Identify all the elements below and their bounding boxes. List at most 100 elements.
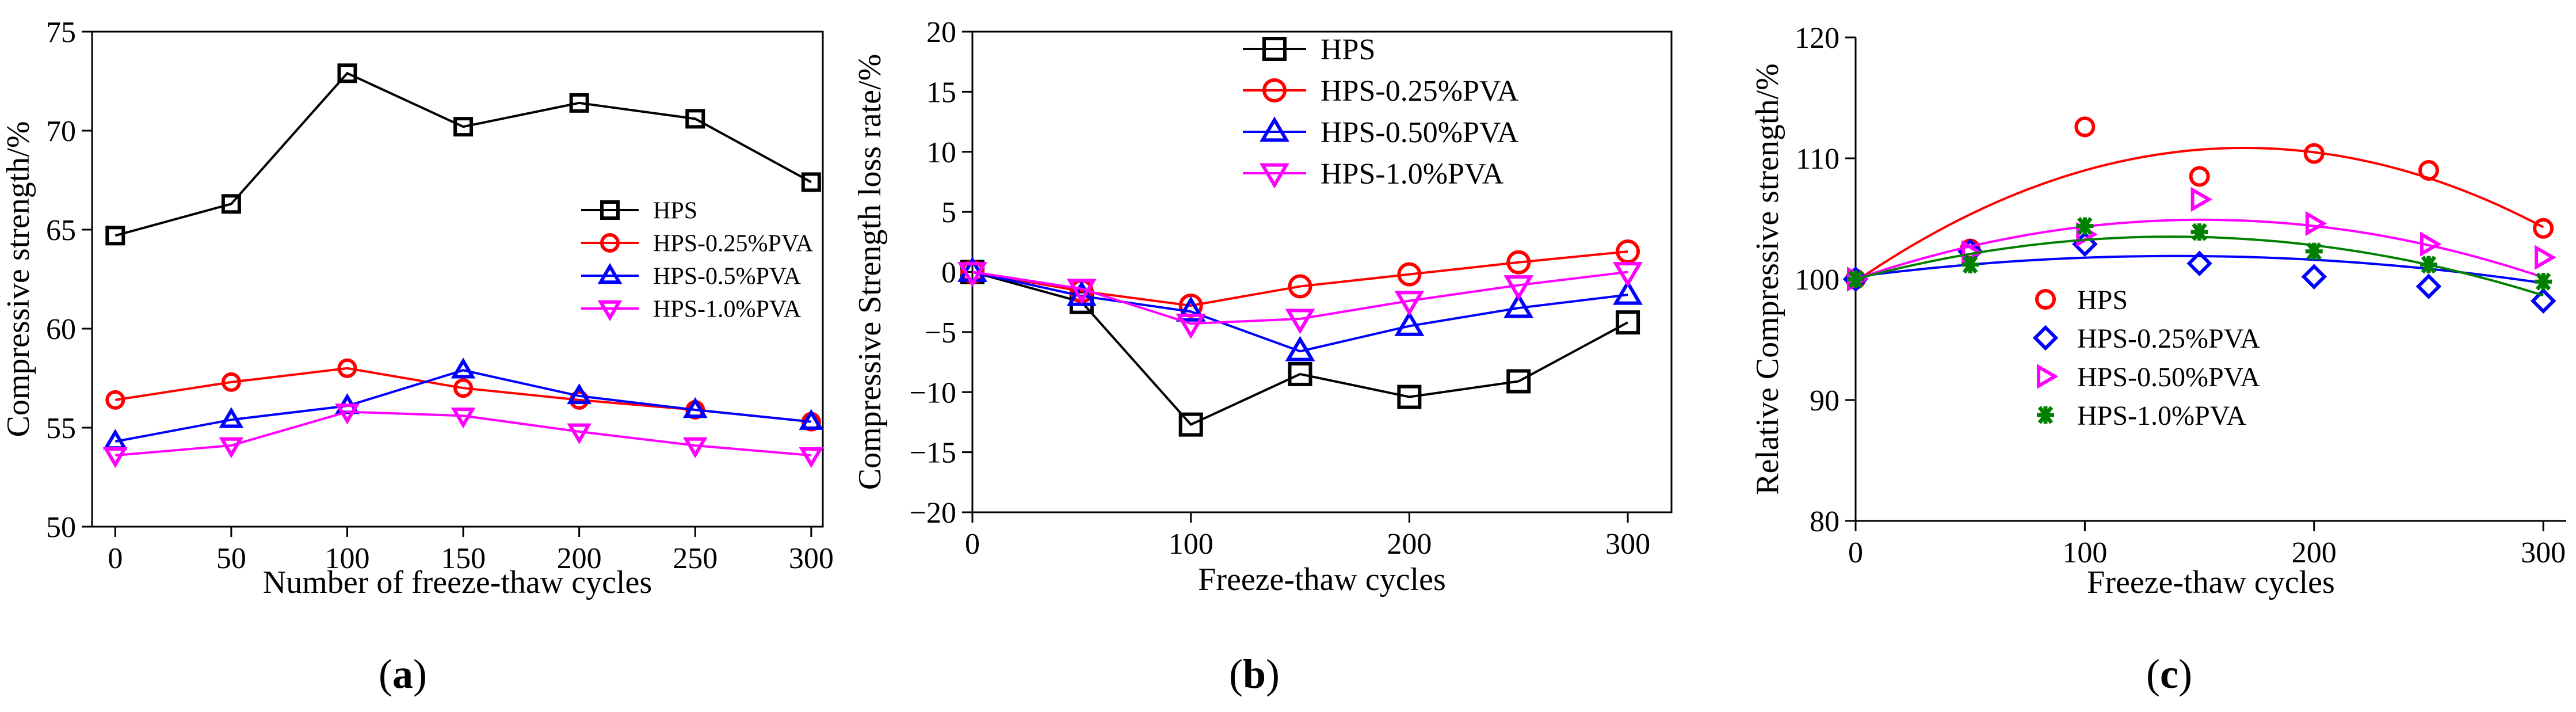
legend-marker [597, 300, 623, 322]
x-tick-label: 150 [441, 542, 486, 575]
data-point [957, 262, 987, 288]
legend-label: HPS-0.50%PVA [2077, 362, 2260, 393]
legend-label: HPS-0.25%PVA [1321, 75, 1519, 108]
series-line [115, 71, 812, 237]
x-tick-label: 0 [1848, 536, 1863, 569]
fit-curve [1855, 254, 2544, 284]
legend-marker [597, 262, 623, 284]
legend-marker [2037, 364, 2059, 389]
data-point [2419, 231, 2442, 257]
legend: HPS HPS-0.25%PVA HPS-0.5%PVA HPS-1.0%PVA [581, 198, 814, 323]
data-point [1961, 256, 1979, 274]
legend-label: HPS [2077, 285, 2128, 315]
data-point [1616, 239, 1640, 264]
series-HPS-0.25%PVA [1842, 231, 2556, 314]
data-point [2535, 272, 2552, 291]
data-point [682, 397, 708, 418]
x-tick-label: 100 [1169, 528, 1213, 561]
x-tick-label: 300 [1605, 528, 1650, 561]
x-tick-label: 300 [789, 542, 834, 575]
data-point [569, 93, 589, 113]
data-point [2535, 245, 2556, 270]
data-point [105, 226, 125, 246]
x-tick-label: 0 [965, 528, 980, 561]
data-point [1503, 292, 1534, 318]
series-line [972, 271, 1628, 353]
x-tick-label: 200 [557, 542, 602, 575]
data-point [1503, 275, 1534, 301]
data-point [1285, 309, 1315, 334]
data-point [1176, 296, 1206, 322]
series-HPS-1.0%PVA [957, 262, 1643, 339]
y-tick-label: 65 [46, 214, 76, 247]
x-tick-label: 200 [1387, 528, 1432, 561]
data-point [1616, 310, 1640, 335]
data-point [2303, 143, 2325, 164]
data-point [102, 429, 128, 450]
legend-marker [1260, 163, 1289, 189]
legend-label: HPS-0.5%PVA [653, 264, 802, 290]
chart-b: 0 100 200 300 −20 −15 −10 −5 0 5 10 15 20 Freeze-thaw… [852, 16, 1673, 697]
panel-caption: (c) [2146, 651, 2192, 697]
legend-label: HPS-0.50%PVA [1321, 116, 1519, 149]
data-point [105, 390, 125, 410]
series-line [972, 250, 1628, 307]
x-tick-label: 250 [673, 542, 718, 575]
x-tick-label: 300 [2521, 536, 2566, 569]
x-axis-title: Freeze-thaw cycles [2087, 565, 2335, 600]
data-point [2074, 116, 2096, 138]
data-point [1066, 279, 1097, 304]
x-tick-label: 100 [2062, 536, 2107, 569]
data-point [1847, 270, 1864, 288]
axis-lines [1854, 37, 2566, 522]
data-point [2301, 264, 2327, 290]
data-point [2186, 250, 2212, 276]
legend: HPS HPS-0.25%PVA HPS-0.50%PVA HPS-1.0%PVA [1243, 33, 1519, 191]
x-tick-label: 200 [2292, 536, 2337, 569]
chart-c: 0 100 200 300 80 90 100 110 120 Freeze-thaw cycle… [1750, 22, 2566, 697]
data-point [219, 437, 244, 458]
x-axis-title: Number of freeze-thaw cycles [263, 565, 652, 600]
legend-marker [2032, 325, 2059, 351]
legend-label: HPS-1.0%PVA [1321, 158, 1504, 191]
legend: HPS HPS-0.25%PVA HPS-0.50%PVA HPS-1.0%PVA [2032, 285, 2260, 431]
legend-marker [600, 233, 620, 253]
y-tick-label: −10 [910, 376, 956, 409]
y-tick-label: 100 [1795, 264, 1840, 296]
y-tick-label: 0 [941, 257, 956, 290]
data-point [453, 378, 474, 398]
data-point [337, 358, 357, 378]
data-point [1288, 274, 1312, 299]
y-tick-label: −5 [925, 317, 956, 349]
data-point [221, 372, 241, 392]
data-point [1613, 279, 1643, 305]
y-tick-label: 15 [926, 76, 956, 109]
y-tick-label: 110 [1796, 143, 1840, 176]
data-point [1506, 369, 1531, 394]
series-line [115, 369, 812, 443]
legend-label: HPS [653, 198, 697, 224]
chart-a: 0 50 100 150 200 250 300 50 55 60 65 70 75 Number of … [1, 16, 834, 697]
data-point [2418, 160, 2439, 181]
data-point [453, 117, 474, 137]
data-point [1176, 313, 1206, 339]
y-tick-label: 5 [941, 196, 956, 229]
x-tick-label: 100 [325, 542, 369, 575]
data-point [2189, 166, 2210, 187]
x-tick-label: 50 [216, 542, 246, 575]
y-tick-label: 60 [46, 313, 76, 346]
y-tick-label: 75 [46, 16, 76, 49]
legend-marker [1262, 37, 1287, 61]
data-point [799, 447, 824, 469]
data-point [2190, 223, 2208, 241]
x-tick-label: 0 [108, 542, 123, 575]
series-HPS-0.5%PVA [102, 357, 824, 450]
series-HPS-1.0%PVA [102, 403, 824, 469]
legend-label: HPS-1.0%PVA [2077, 401, 2246, 431]
data-point [1178, 412, 1203, 437]
data-point [335, 403, 360, 425]
data-point [1397, 262, 1422, 287]
legend-marker [2037, 406, 2054, 424]
legend-marker [1262, 78, 1287, 102]
